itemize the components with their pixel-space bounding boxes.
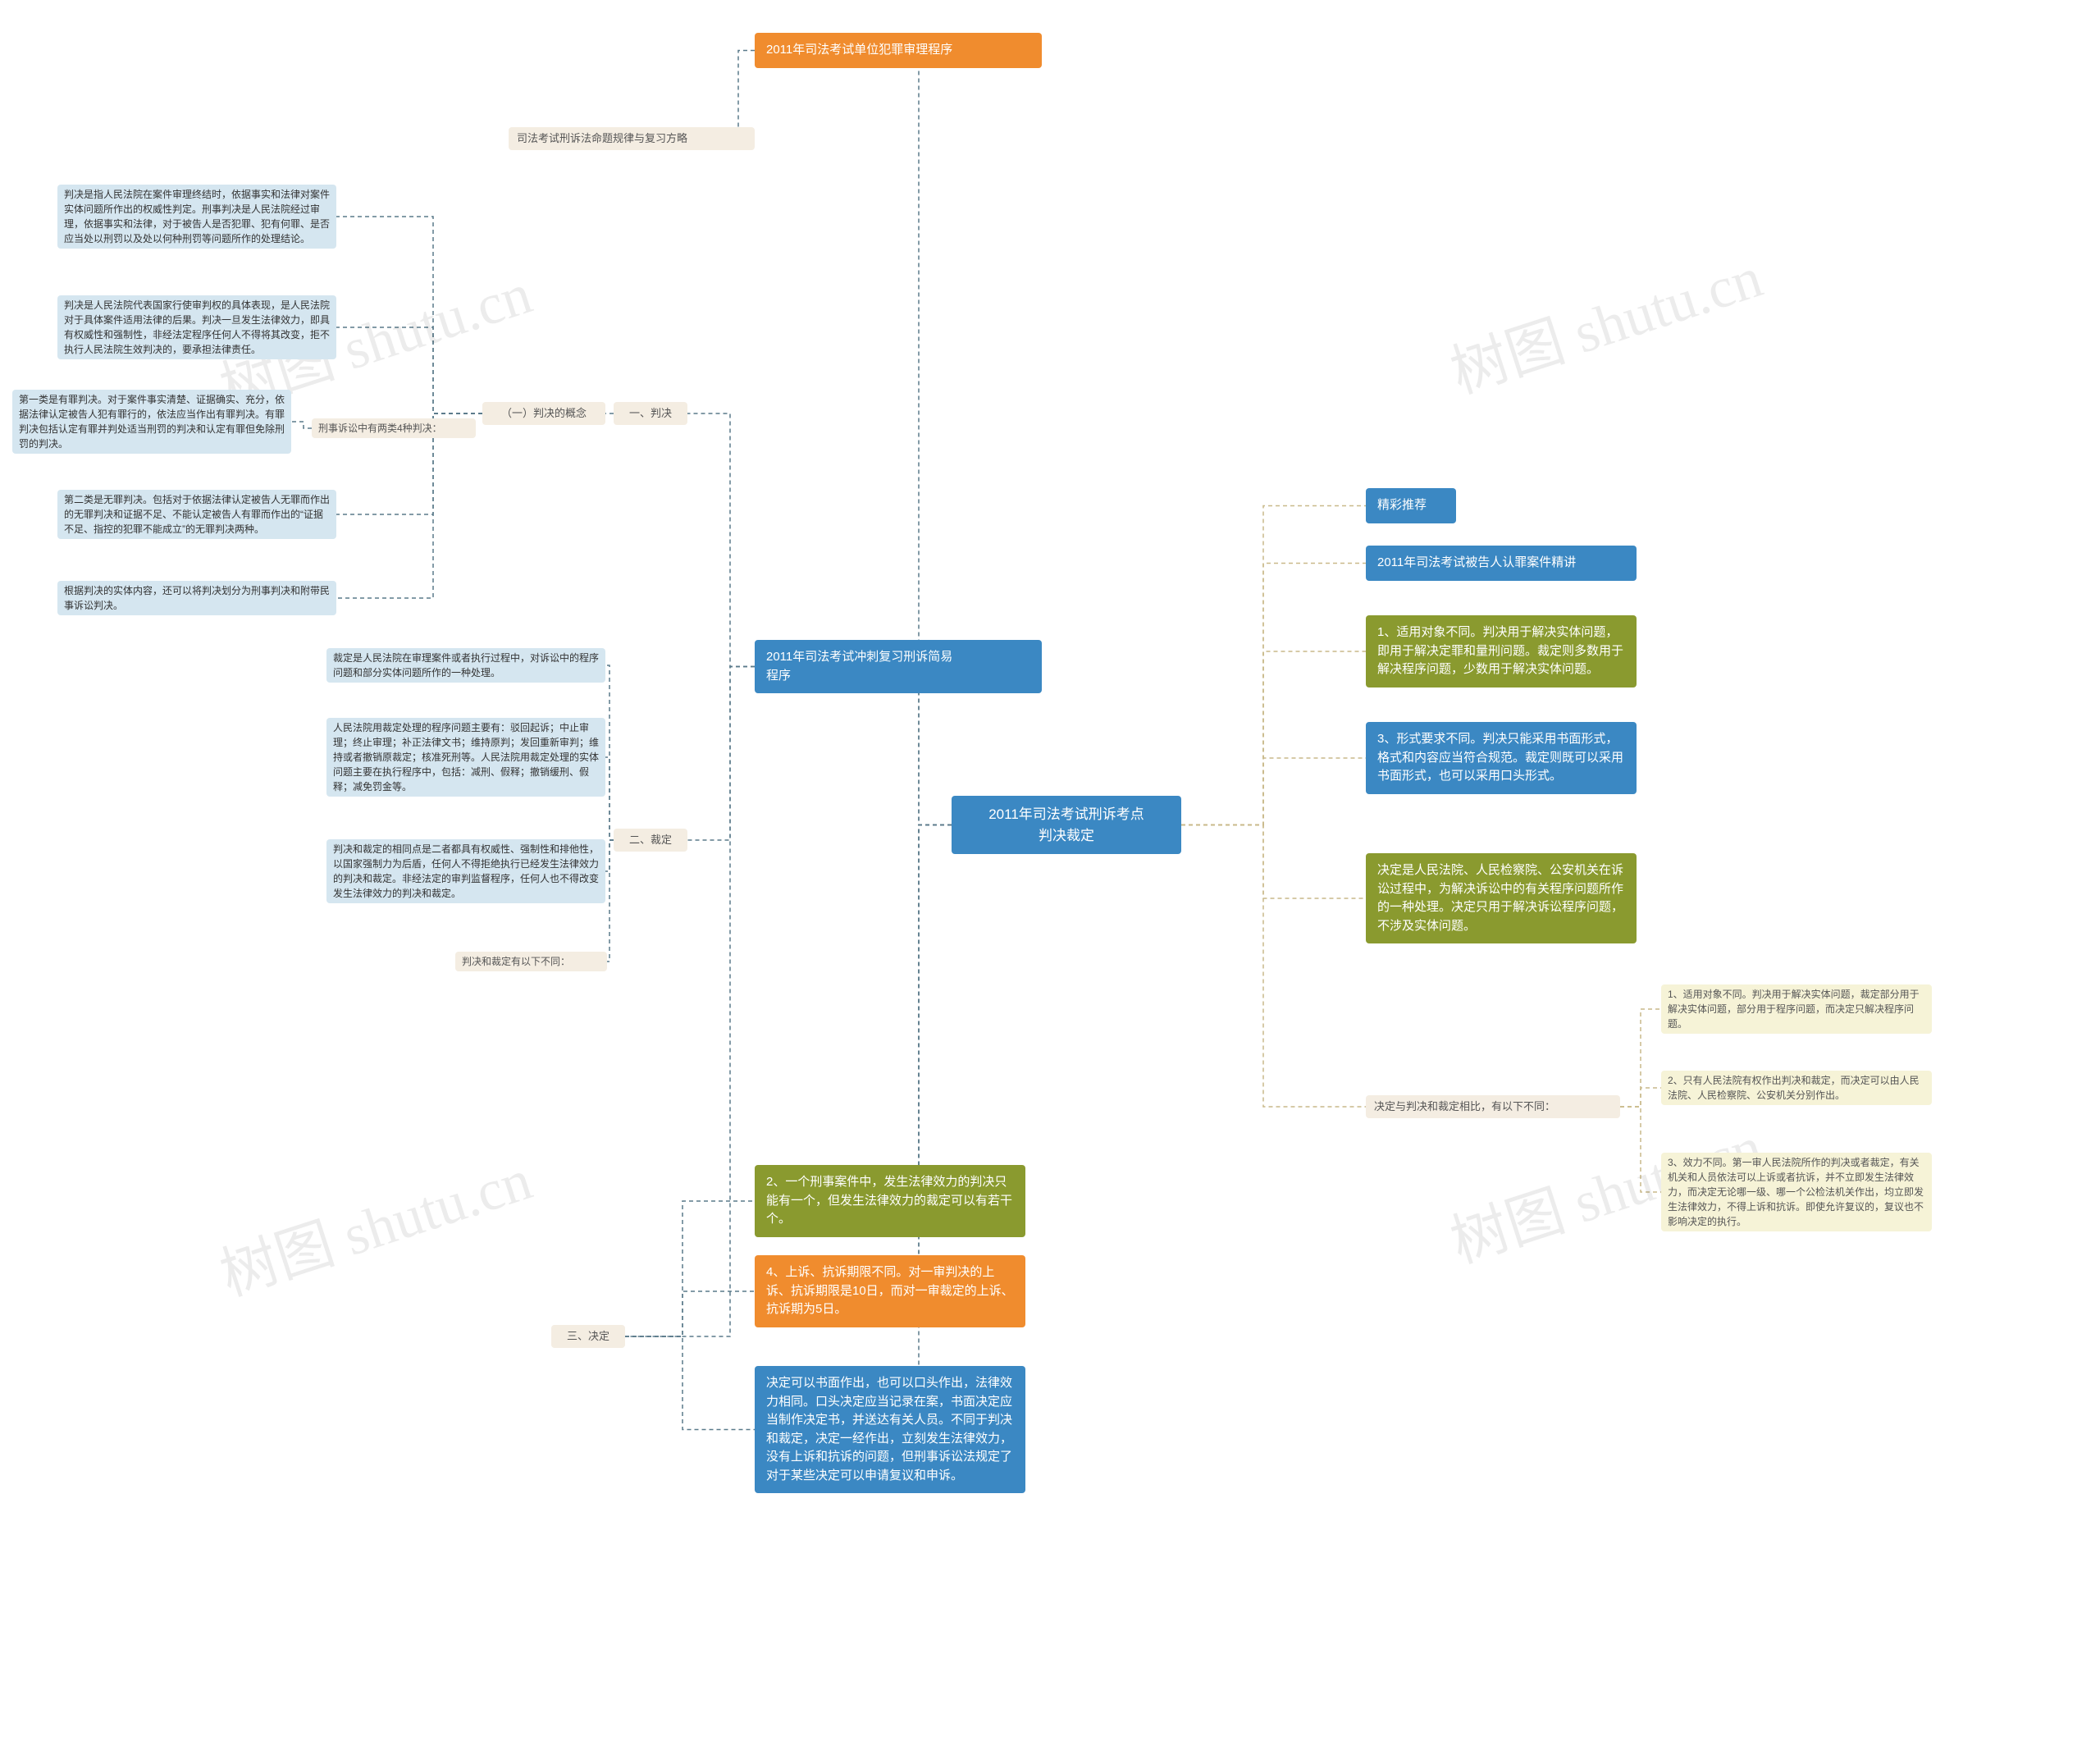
note-box: 判决是人民法院代表国家行使审判权的具体表现，是人民法院对于具体案件适用法律的后果… bbox=[57, 295, 336, 359]
section-2-label: 二、裁定 bbox=[614, 829, 687, 852]
recommendation-header: 精彩推荐 bbox=[1366, 488, 1456, 523]
note-box: 人民法院用裁定处理的程序问题主要有：驳回起诉；中止审理；终止审理；补正法律文书；… bbox=[326, 718, 605, 797]
note-box: 2、一个刑事案件中，发生法律效力的判决只能有一个，但发生法律效力的裁定可以有若干… bbox=[755, 1165, 1025, 1237]
note-box: 裁定是人民法院在审理案件或者执行过程中，对诉讼中的程序问题和部分实体问题所作的一… bbox=[326, 648, 605, 683]
dv-box: 2、只有人民法院有权作出判决和裁定，而决定可以由人民法院、人民检察院、公安机关分… bbox=[1661, 1071, 1932, 1105]
diff-box: 1、适用对象不同。判决用于解决实体问题，即用于解决定罪和量刑问题。裁定则多数用于… bbox=[1366, 615, 1637, 687]
decision-vs-label: 决定与判决和裁定相比，有以下不同： bbox=[1366, 1095, 1620, 1118]
note-box: 决定可以书面作出，也可以口头作出，法律效力相同。口头决定应当记录在案，书面决定应… bbox=[755, 1366, 1025, 1493]
watermark: 树图 shutu.cn bbox=[1439, 231, 1771, 409]
dv-box: 1、适用对象不同。判决用于解决实体问题，裁定部分用于解决实体问题，部分用于程序问… bbox=[1661, 984, 1932, 1034]
note-box: 第一类是有罪判决。对于案件事实清楚、证据确实、充分，依据法律认定被告人犯有罪行的… bbox=[12, 390, 291, 454]
connector-layer bbox=[0, 0, 2100, 1745]
recommendation-item: 2011年司法考试被告人认罪案件精讲 bbox=[1366, 546, 1637, 581]
node-top-orange: 2011年司法考试单位犯罪审理程序 bbox=[755, 33, 1042, 68]
note-box: 判决是指人民法院在案件审理终结时，依据事实和法律对案件实体问题所作出的权威性判定… bbox=[57, 185, 336, 249]
decision-box: 决定是人民法院、人民检察院、公安机关在诉讼过程中，为解决诉讼中的有关程序问题所作… bbox=[1366, 853, 1637, 943]
watermark: 树图 shutu.cn bbox=[208, 1134, 541, 1312]
note-box: 第二类是无罪判决。包括对于依据法律认定被告人无罪而作出的无罪判决和证据不足、不能… bbox=[57, 490, 336, 539]
note-label: 判决和裁定有以下不同： bbox=[455, 952, 607, 971]
node-blue-mid: 2011年司法考试冲刺复习刑诉简易程序 bbox=[755, 640, 1042, 693]
dv-box: 3、效力不同。第一审人民法院所作的判决或者裁定，有关机关和人员依法可以上诉或者抗… bbox=[1661, 1153, 1932, 1231]
section-1-concept: （一）判决的概念 bbox=[482, 402, 605, 425]
note-box: 4、上诉、抗诉期限不同。对一审判决的上诉、抗诉期限是10日，而对一审裁定的上诉、… bbox=[755, 1255, 1025, 1327]
diff-box: 3、形式要求不同。判决只能采用书面形式，格式和内容应当符合规范。裁定则既可以采用… bbox=[1366, 722, 1637, 794]
note-label: 刑事诉讼中有两类4种判决： bbox=[312, 418, 476, 438]
note-box: 判决和裁定的相同点是二者都具有权威性、强制性和排他性，以国家强制力为后盾，任何人… bbox=[326, 839, 605, 903]
note-box: 根据判决的实体内容，还可以将判决划分为刑事判决和附带民事诉讼判决。 bbox=[57, 581, 336, 615]
section-3-label: 三、决定 bbox=[551, 1325, 625, 1348]
section-1-label: 一、判决 bbox=[614, 402, 687, 425]
root-node: 2011年司法考试刑诉考点判决裁定 bbox=[952, 796, 1181, 854]
node-subhead: 司法考试刑诉法命题规律与复习方略 bbox=[509, 127, 755, 150]
